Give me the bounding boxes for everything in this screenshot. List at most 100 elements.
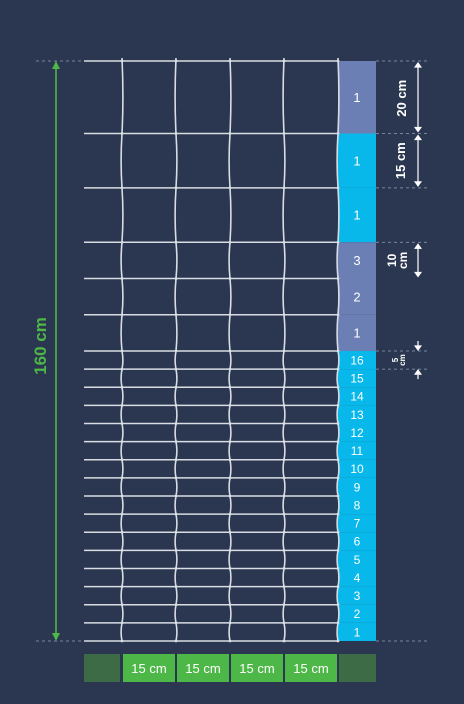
wire-knot <box>282 476 286 480</box>
wire-knot <box>336 458 340 462</box>
strip-number: 13 <box>350 408 364 422</box>
strip-number: 1 <box>353 153 360 168</box>
wire-knot <box>120 313 124 317</box>
width-label: 15 cm <box>293 661 328 676</box>
wire-knot <box>120 422 124 425</box>
wire-knot <box>174 186 178 190</box>
width-label: 15 cm <box>131 661 166 676</box>
wire-knot <box>120 585 124 589</box>
wire-knot <box>120 458 124 462</box>
wire-knot <box>336 240 340 244</box>
wire-knot <box>174 59 178 63</box>
strip-cell <box>338 459 376 478</box>
wire-knot <box>120 59 124 63</box>
wire-knot <box>228 349 232 353</box>
strip-number: 3 <box>353 253 360 268</box>
dimension-label-unit: cm <box>398 354 407 366</box>
wire-knot <box>282 603 286 607</box>
wire-knot <box>120 240 124 244</box>
wire-knot <box>336 621 340 625</box>
wire-knot <box>174 458 178 462</box>
wire-knot <box>120 277 124 280</box>
wire-knot <box>228 277 232 280</box>
wire-knot <box>282 313 286 317</box>
wire-knot <box>282 530 286 534</box>
strip-cell <box>338 242 376 279</box>
wire-knot <box>174 349 178 353</box>
wire-knot <box>282 422 286 425</box>
wire-knot <box>120 403 124 407</box>
strip-cell <box>338 496 376 515</box>
wire-knot <box>282 548 286 552</box>
arrow-head <box>414 62 422 68</box>
bottom-cell-left <box>84 654 120 682</box>
wire-knot <box>336 349 340 353</box>
wire-knot <box>336 422 340 425</box>
wire-knot <box>120 567 124 570</box>
wire-knot <box>282 512 286 516</box>
total-height-label: 160 cm <box>31 317 50 375</box>
wire-knot <box>336 403 340 407</box>
height-arrow-bottom <box>52 633 60 641</box>
wire-knot <box>336 567 340 570</box>
wire-knot <box>174 621 178 625</box>
wire-knot <box>282 59 286 63</box>
arrow-head <box>414 134 422 141</box>
wire-knot <box>282 367 286 371</box>
wire-knot <box>282 277 286 280</box>
width-label: 15 cm <box>239 661 274 676</box>
dimension-label-value: 5 <box>391 357 400 362</box>
strip-cell <box>338 405 376 424</box>
wire-knot <box>120 367 124 371</box>
vertical-wire <box>228 57 232 642</box>
wire-knot <box>174 313 178 317</box>
wire-knot <box>228 639 232 643</box>
strip-number: 7 <box>354 517 361 531</box>
width-cell <box>177 654 229 682</box>
wire-knot <box>174 494 178 498</box>
strip-cell <box>338 314 376 351</box>
wire-knot <box>336 132 340 135</box>
wire-knot <box>228 621 232 625</box>
wire-knot <box>174 422 178 425</box>
wire-knot <box>336 548 340 552</box>
wire-knot <box>174 385 178 389</box>
wire-knot <box>174 530 178 534</box>
wire-knot <box>228 476 232 480</box>
wire-knot <box>228 132 232 135</box>
strip-cell <box>338 278 376 315</box>
arrow-head <box>414 369 422 375</box>
wire-knot <box>336 476 340 480</box>
wire-knot <box>336 530 340 534</box>
bottom-width-labels: 15 cm 15 cm 15 cm 15 cm <box>84 654 376 682</box>
strip-number: 1 <box>353 326 360 341</box>
arrow-head <box>414 243 422 249</box>
wire-knot <box>120 186 124 190</box>
wire-knot <box>228 403 232 407</box>
wire-knot <box>282 240 286 244</box>
wire-knot <box>120 476 124 480</box>
wire-knot <box>174 639 178 643</box>
strip-cell <box>338 369 376 388</box>
strip-number: 15 <box>350 372 364 386</box>
dimension-label-value: 10 <box>385 253 399 267</box>
strip-cell <box>338 441 376 460</box>
dimension-label: 15 cm <box>393 142 408 179</box>
strip-cell <box>338 423 376 442</box>
strip-cell <box>338 61 376 134</box>
wire-knot <box>174 476 178 480</box>
wire-knot <box>120 621 124 625</box>
strip-number: 1 <box>353 90 360 105</box>
wire-knot <box>228 186 232 190</box>
wire-knot <box>174 585 178 589</box>
wire-knot <box>120 494 124 498</box>
vertical-wire <box>174 57 178 642</box>
wire-knot <box>120 530 124 534</box>
wire-knot <box>228 494 232 498</box>
strip-number: 2 <box>353 289 360 304</box>
wire-knot <box>336 367 340 371</box>
wire-knot <box>282 567 286 570</box>
wire-knot <box>174 367 178 371</box>
strip-number: 16 <box>350 353 364 367</box>
